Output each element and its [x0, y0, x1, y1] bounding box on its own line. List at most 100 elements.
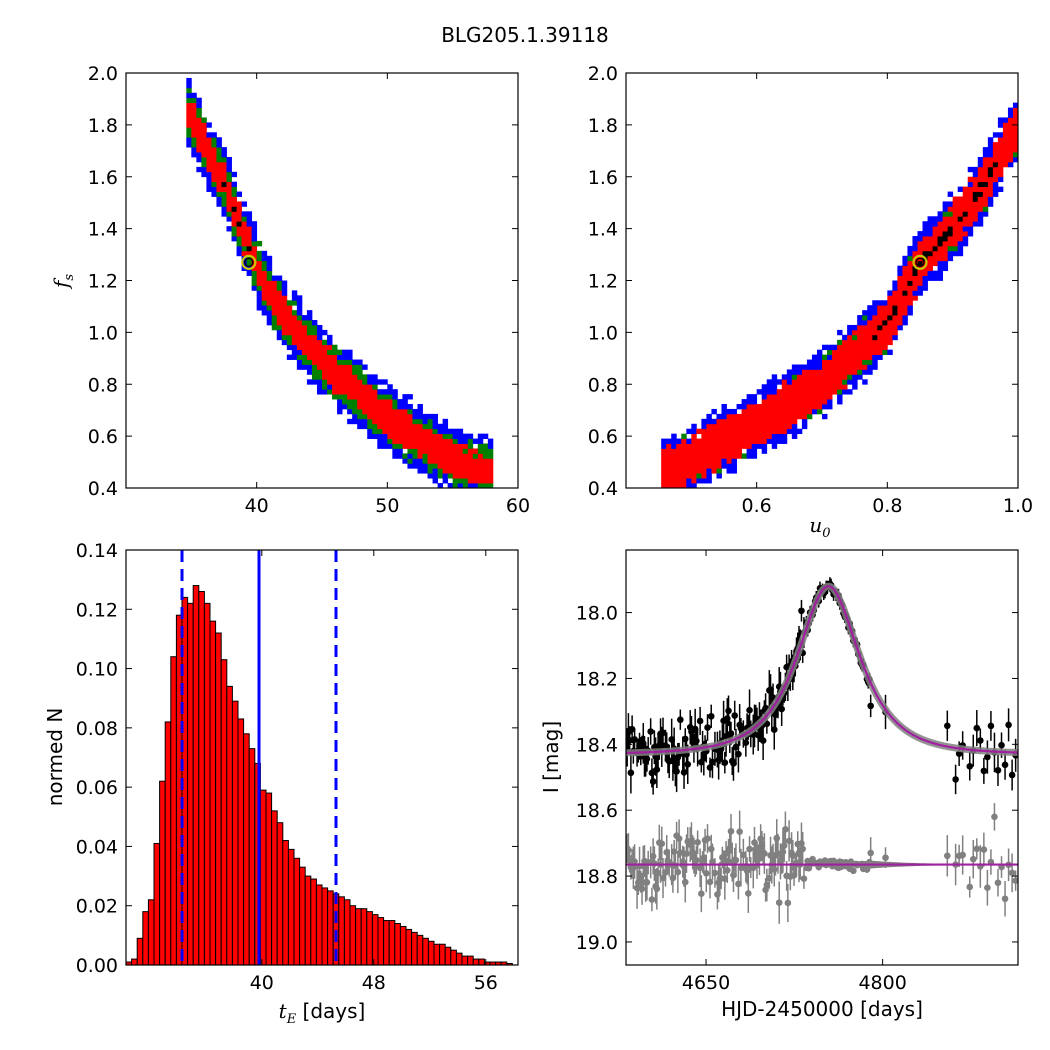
br-residual-point [756, 855, 763, 862]
tr-cell-blue [691, 483, 697, 489]
tr-cell-red [666, 453, 672, 459]
tr-cell-red [967, 186, 974, 192]
tl-cell-red [362, 389, 368, 395]
tl-cell-green [472, 453, 479, 459]
tr-cell-red [852, 364, 858, 370]
tr-cell-red [887, 320, 893, 326]
tl-cell-green [392, 443, 398, 449]
tr-cell-red [857, 359, 863, 365]
tl-cell-green [186, 127, 192, 133]
tl-cell-red [291, 320, 298, 326]
tr-cell-blue [962, 240, 969, 247]
tl-cell-red [362, 408, 368, 415]
tr-cell-red [726, 418, 732, 425]
tr-cell-black [972, 196, 979, 202]
tr-cell-red [887, 324, 893, 331]
tr-cell-blue [932, 216, 938, 222]
tr-cell-red [766, 418, 773, 425]
tl-cell-red [467, 463, 474, 469]
tr-cell-red [957, 221, 964, 227]
tr-cell-red [671, 473, 677, 479]
tl-xtick-label: 40 [245, 495, 269, 517]
tr-cell-blue [852, 324, 858, 331]
tr-cell-black [877, 324, 883, 331]
tl-cell-green [286, 339, 293, 346]
tl-cell-green [241, 216, 248, 222]
tr-cell-blue [816, 359, 823, 365]
tr-cell-blue [666, 438, 672, 444]
tr-cell-red [681, 478, 687, 484]
tr-cell-blue [686, 478, 692, 484]
tr-cell-red [771, 394, 778, 400]
tl-cell-red [407, 433, 413, 439]
tr-cell-red [897, 305, 903, 311]
tl-cell-green [316, 369, 323, 375]
tr-cell-red [967, 206, 974, 212]
tl-cell-blue [337, 408, 343, 415]
tr-cell-red [1007, 137, 1014, 143]
tr-cell-red [716, 423, 722, 430]
tl-cell-blue [437, 428, 444, 435]
tl-cell-green [256, 255, 263, 262]
tl-cell-red [241, 236, 248, 242]
tr-cell-red [852, 349, 858, 356]
tl-cell-red [477, 458, 484, 464]
tl-cell-blue [322, 389, 328, 395]
tl-cell-red [367, 394, 373, 400]
tl-cell-red [226, 191, 232, 197]
tl-cell-red [201, 142, 207, 148]
br-data-point [737, 724, 745, 732]
tl-cell-green [437, 473, 444, 479]
br-residual-point [761, 850, 768, 857]
tr-cell-red [847, 339, 853, 346]
tr-cell-red [781, 394, 788, 400]
tl-cell-red [246, 240, 253, 247]
tl-cell-green [342, 399, 348, 405]
tl-cell-blue [442, 473, 449, 479]
tr-cell-black [982, 181, 989, 188]
tl-cell-green [186, 132, 192, 138]
tr-cell-red [837, 379, 843, 385]
tr-cell-red [887, 305, 893, 311]
tl-cell-red [347, 369, 353, 375]
tl-cell-red [201, 147, 207, 153]
tr-cell-blue [771, 389, 778, 395]
br-data-point [696, 717, 704, 725]
tr-cell-black [962, 211, 969, 217]
tr-cell-red [887, 310, 893, 316]
tr-cell-red [952, 226, 959, 232]
tl-cell-green [407, 458, 413, 464]
tl-cell-blue [427, 473, 433, 479]
br-data-point [709, 758, 716, 766]
tr-cell-red [711, 423, 717, 430]
tr-cell-blue [892, 280, 898, 286]
tr-cell-red [902, 305, 908, 311]
tr-cell-blue [771, 443, 778, 449]
tl-cell-red [472, 458, 479, 464]
tr-cell-red [957, 211, 964, 217]
tr-cell-blue [867, 315, 873, 321]
tr-cell-red [842, 374, 848, 380]
tl-cell-red [417, 453, 423, 459]
tl-cell-blue [246, 211, 253, 217]
tl-cell-blue [327, 339, 333, 346]
tl-cell-red [301, 349, 308, 356]
tr-cell-blue [912, 240, 918, 247]
tr-cell-blue [987, 196, 994, 202]
tl-cell-blue [417, 468, 423, 474]
tr-cell-red [716, 453, 722, 459]
tl-cell-red [291, 329, 298, 336]
tr-cell-green [741, 453, 748, 459]
tr-cell-blue [997, 176, 1004, 183]
tr-cell-blue [967, 231, 974, 237]
tr-cell-blue [847, 329, 853, 336]
tl-cell-blue [347, 349, 353, 356]
tl-cell-blue [447, 428, 454, 435]
tl-cell-red [206, 156, 212, 163]
tl-cell-green [432, 463, 438, 469]
tr-cell-red [716, 443, 722, 449]
tl-cell-red [186, 112, 192, 118]
tl-cell-red [316, 339, 323, 346]
tr-cell-red [736, 423, 742, 430]
tl-cell-blue [367, 433, 373, 439]
